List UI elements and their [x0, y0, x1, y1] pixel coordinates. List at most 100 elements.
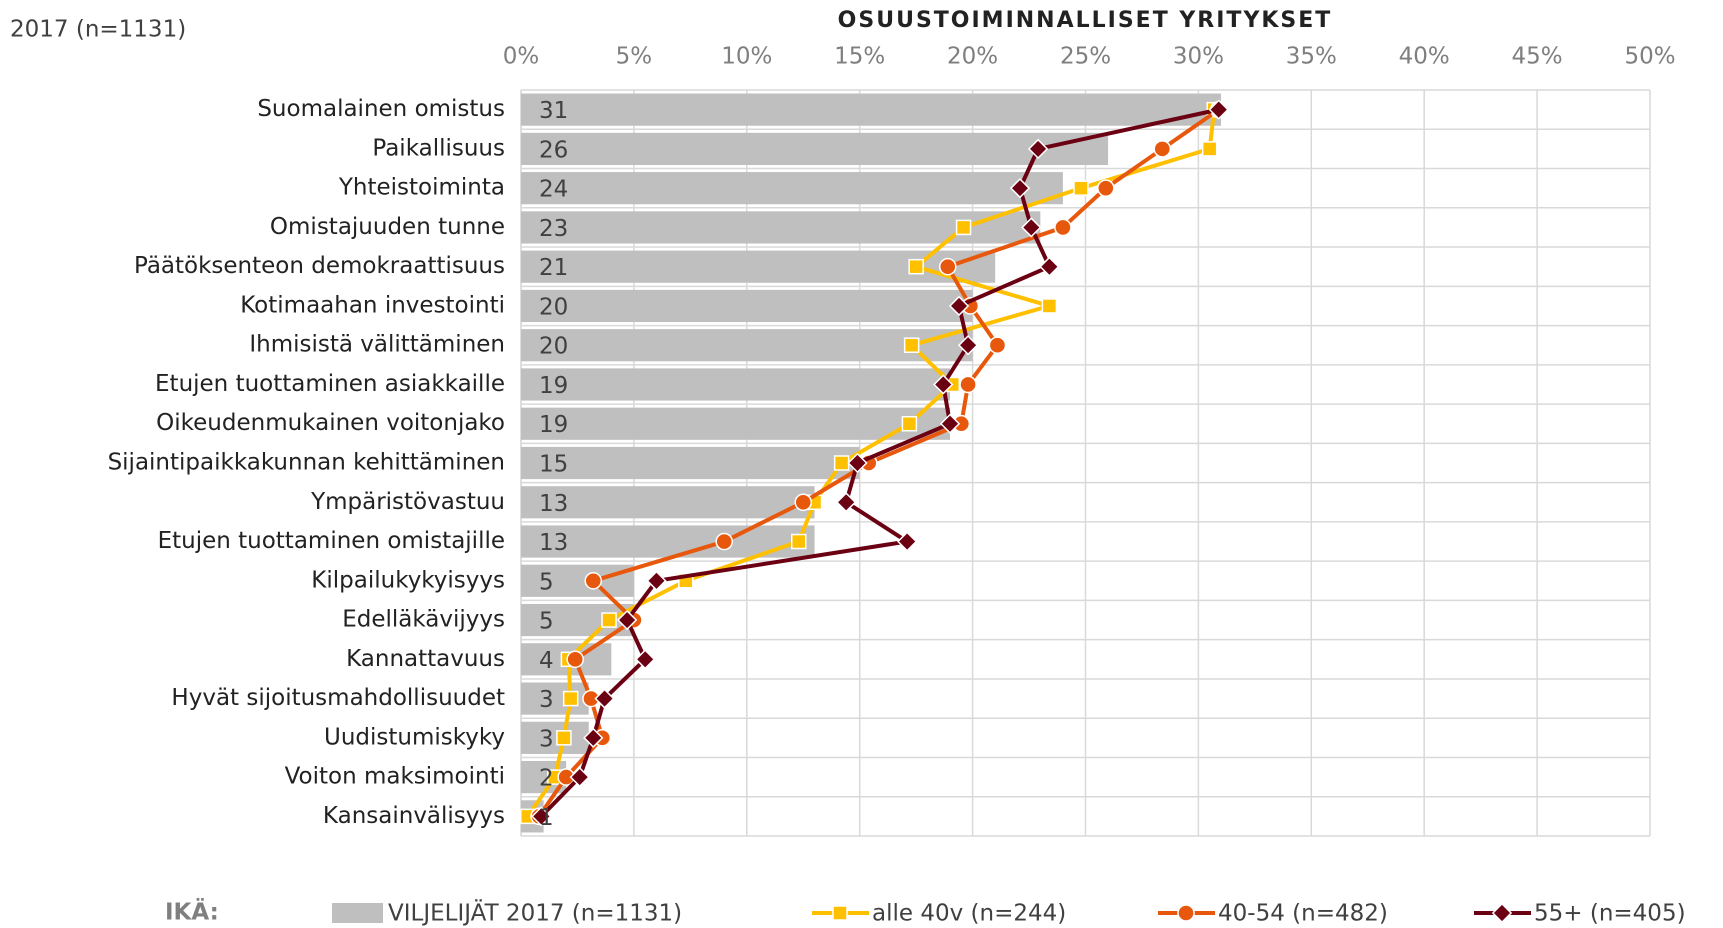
marker [1027, 138, 1049, 160]
bar [521, 211, 1041, 244]
x-tick-label: 10% [721, 44, 772, 70]
x-tick-label: 50% [1624, 44, 1675, 70]
marker [616, 609, 638, 631]
marker [948, 295, 970, 317]
data-label: 20 [539, 294, 568, 320]
marker [794, 493, 813, 512]
legend-label: alle 40v (n=244) [872, 901, 1066, 927]
x-tick-label: 20% [947, 44, 998, 70]
bar [521, 407, 951, 440]
marker [562, 690, 579, 707]
y-tick-label: Omistajuuden tunne [270, 214, 505, 240]
y-tick-label: Suomalainen omistus [257, 96, 505, 122]
bar [521, 329, 973, 362]
marker [903, 337, 920, 353]
marker [1208, 99, 1229, 120]
data-label: 15 [539, 452, 568, 478]
data-label: 26 [539, 137, 568, 163]
subtitle: 2017 (n=1131) [10, 17, 186, 43]
legend-marker [1177, 904, 1195, 922]
data-label: 23 [539, 216, 568, 242]
data-label: 24 [539, 177, 568, 203]
y-tick-label: Ihmisistä välittäminen [249, 332, 505, 358]
bar [521, 446, 860, 480]
marker [959, 375, 977, 394]
marker [715, 532, 734, 551]
marker [847, 452, 868, 474]
data-label: 1 [539, 805, 554, 831]
x-tick-label: 15% [834, 44, 885, 70]
marker [556, 730, 572, 746]
y-tick-label: Kotimaahan investointi [240, 292, 505, 318]
y-tick-label: Sijaintipaikkakunnan kehittäminen [108, 450, 505, 476]
bar [521, 721, 589, 754]
data-label: 19 [539, 412, 568, 438]
y-tick-label: Päätöksenteon demokraattisuus [134, 253, 505, 279]
x-tick-label: 35% [1286, 44, 1337, 70]
x-tick-label: 5% [616, 44, 653, 70]
bar [521, 486, 815, 519]
data-label: 19 [539, 373, 568, 399]
marker [594, 688, 615, 709]
bar [521, 172, 1063, 205]
chart-title: OSUUSTOIMINNALLISET YRITYKSET [838, 8, 1333, 33]
y-tick-label: Etujen tuottaminen omistajille [158, 528, 505, 554]
data-label: 4 [539, 648, 554, 674]
marker [835, 492, 857, 513]
marker [1021, 217, 1042, 238]
data-label: 21 [539, 255, 568, 281]
data-label: 13 [539, 530, 568, 556]
data-label: 5 [539, 609, 554, 635]
legend-swatch [332, 903, 383, 923]
bar [521, 289, 973, 323]
marker [955, 219, 972, 236]
bar [521, 93, 1221, 126]
bar [521, 132, 1109, 165]
bar [521, 250, 996, 283]
data-label: 31 [539, 98, 568, 124]
y-tick-label: Hyvät sijoitusmahdollisuudet [171, 685, 505, 711]
y-tick-label: Voiton maksimointi [285, 764, 505, 790]
legend-label: VILJELIJÄT 2017 (n=1131) [388, 899, 682, 927]
marker [531, 806, 552, 827]
bar [521, 682, 589, 715]
marker [833, 455, 850, 471]
y-tick-label: Oikeudenmukainen voitonjako [156, 410, 505, 436]
y-tick-label: Ympäristövastuu [310, 489, 505, 515]
marker [1039, 256, 1060, 277]
legend-label: 40-54 (n=482) [1218, 901, 1388, 927]
y-tick-label: Edelläkävijyys [342, 607, 505, 633]
marker [635, 649, 656, 670]
data-label: 20 [539, 334, 568, 360]
x-tick-label: 25% [1060, 44, 1111, 70]
marker [1073, 180, 1089, 196]
marker [583, 727, 604, 749]
y-tick-label: Etujen tuottaminen asiakkaille [155, 371, 505, 397]
marker [646, 570, 667, 591]
data-label: 5 [539, 569, 554, 595]
marker [957, 335, 979, 356]
y-tick-label: Uudistumiskyky [324, 724, 505, 750]
marker [896, 531, 918, 552]
y-tick-label: Yhteistoiminta [338, 175, 505, 201]
marker [601, 612, 617, 628]
marker [988, 336, 1007, 355]
legend-title: IKÄ: [165, 898, 219, 926]
x-tick-label: 40% [1399, 44, 1450, 70]
marker [584, 571, 603, 590]
bar [521, 564, 634, 597]
marker [1009, 177, 1031, 199]
x-tick-label: 0% [503, 44, 540, 70]
data-label: 13 [539, 491, 568, 517]
legend-label: 55+ (n=405) [1534, 901, 1686, 927]
marker [939, 413, 961, 434]
y-tick-label: Kansainvälisyys [323, 803, 505, 829]
marker [901, 415, 918, 432]
marker [566, 650, 584, 669]
marker [1201, 141, 1218, 157]
y-tick-label: Paikallisuus [372, 135, 505, 161]
marker [1097, 179, 1115, 197]
marker [908, 258, 924, 275]
legend-marker [1491, 902, 1513, 924]
marker [1054, 218, 1072, 237]
